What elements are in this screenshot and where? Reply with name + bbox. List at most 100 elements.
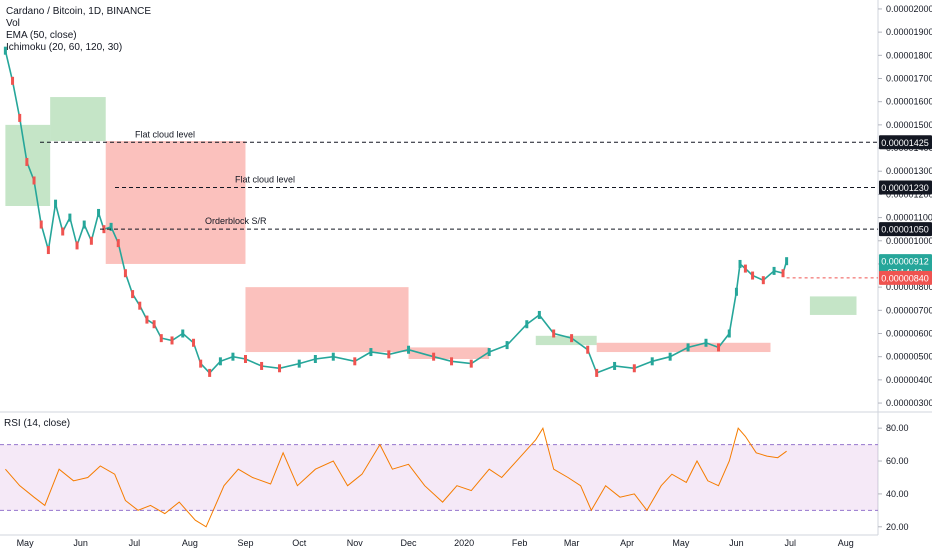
price-candle: [650, 357, 654, 366]
price-tick-label: 0.00001500: [886, 120, 932, 130]
time-tick-label: Sep: [237, 538, 253, 548]
price-candle: [537, 310, 541, 319]
rsi-tick-label: 20.00: [886, 522, 909, 532]
kumo-cloud-segment-2: [105, 141, 246, 264]
price-tag-box-5: [879, 270, 932, 285]
price-candle: [751, 271, 755, 280]
price-candle: [145, 315, 149, 324]
time-tick-label: Jun: [73, 538, 88, 548]
price-candle: [785, 257, 789, 266]
price-candle: [761, 276, 765, 285]
kumo-cloud-segment-4: [408, 347, 490, 359]
price-tag-box-1: [879, 180, 932, 195]
main-legend: Cardano / Bitcoin, 1D, BINANCE Vol EMA (…: [6, 6, 151, 54]
price-candle: [218, 357, 222, 366]
rsi-title: RSI (14, close): [4, 418, 71, 429]
price-candle: [727, 329, 731, 338]
level-label-2: Orderblock S/R: [205, 216, 267, 226]
rsi-band: [0, 444, 878, 511]
price-candle: [632, 364, 636, 373]
price-candle: [131, 290, 135, 299]
time-tick-label: May: [672, 538, 690, 548]
price-candle: [717, 343, 721, 352]
price-candle: [278, 364, 282, 373]
price-tick-label: 0.00002000: [886, 4, 932, 14]
price-candle: [331, 352, 335, 361]
time-tick-label: Jul: [129, 538, 141, 548]
price-tick-label: 0.00001700: [886, 74, 932, 84]
time-tick-label: Jun: [729, 538, 744, 548]
time-tick-label: Dec: [401, 538, 418, 548]
time-tick-label: Mar: [564, 538, 580, 548]
price-candle: [170, 336, 174, 345]
price-tick-label: 0.00001800: [886, 50, 932, 60]
price-candle: [432, 352, 436, 361]
price-candle: [243, 355, 247, 363]
price-candle: [159, 334, 163, 343]
time-tick-label: Nov: [347, 538, 364, 548]
price-candle: [743, 264, 747, 273]
price-candle: [469, 359, 473, 368]
price-candle: [54, 199, 58, 208]
price-candle: [138, 301, 142, 310]
indicator-vol: Vol: [6, 18, 20, 29]
time-tick-label: May: [17, 538, 35, 548]
price-candle: [353, 357, 357, 366]
price-tick-label: 0.00000400: [886, 375, 932, 385]
price-candle: [181, 329, 185, 338]
price-tick-label: 0.00000800: [886, 282, 932, 292]
kumo-cloud-segment-7: [809, 296, 857, 315]
price-candle: [192, 338, 196, 347]
price-candle: [32, 176, 36, 185]
price-candle: [450, 357, 454, 366]
level-label-0: Flat cloud level: [135, 129, 195, 139]
price-candle: [552, 329, 556, 338]
price-candle: [109, 222, 113, 231]
price-candle: [199, 359, 203, 368]
price-candle: [231, 352, 235, 361]
price-tick-label: 0.00001900: [886, 27, 932, 37]
time-tick-label: Feb: [512, 538, 528, 548]
price-candle: [61, 227, 65, 236]
price-tag-text-3: 0.00000912: [881, 257, 929, 267]
price-candle: [75, 241, 79, 250]
price-candle: [595, 368, 599, 377]
kumo-cloud-segment-6: [596, 342, 771, 353]
price-candle: [18, 113, 22, 122]
rsi-tick-label: 80.00: [886, 423, 909, 433]
price-candle: [772, 266, 776, 275]
price-tag-text-5: 0.00000840: [881, 273, 929, 283]
price-candle: [586, 345, 590, 354]
chart-title: Cardano / Bitcoin, 1D, BINANCE: [6, 6, 152, 17]
price-candle: [11, 76, 15, 85]
price-tag-text-0: 0.00001425: [881, 138, 929, 148]
price-candle: [613, 361, 617, 370]
price-candle: [738, 259, 742, 268]
price-candle: [407, 345, 411, 354]
kumo-cloud-segment-3: [245, 287, 409, 353]
price-candle: [116, 239, 120, 248]
price-tick-label: 0.00001000: [886, 236, 932, 246]
time-tick-label: Aug: [838, 538, 854, 548]
time-tick-label: Jul: [784, 538, 796, 548]
price-tag-box-2: [879, 222, 932, 237]
time-tick-label: 2020: [454, 538, 474, 548]
price-candle: [686, 343, 690, 352]
indicator-ema: EMA (50, close): [6, 30, 77, 41]
rsi-tick-label: 60.00: [886, 456, 909, 466]
price-candle: [46, 246, 50, 255]
price-candle: [387, 350, 391, 359]
price-tag-text-2: 0.00001050: [881, 225, 929, 235]
level-label-1: Flat cloud level: [235, 174, 295, 184]
price-candle: [97, 208, 101, 217]
rsi-tick-label: 40.00: [886, 489, 909, 499]
price-tag-box-0: [879, 135, 932, 150]
price-candle: [123, 269, 127, 278]
price-candle: [734, 287, 738, 296]
price-tick-label: 0.00001100: [886, 213, 932, 223]
price-candle: [260, 361, 264, 370]
price-tag-text-1: 0.00001230: [881, 183, 929, 193]
price-candle: [487, 348, 491, 357]
price-tick-label: 0.00000500: [886, 352, 932, 362]
